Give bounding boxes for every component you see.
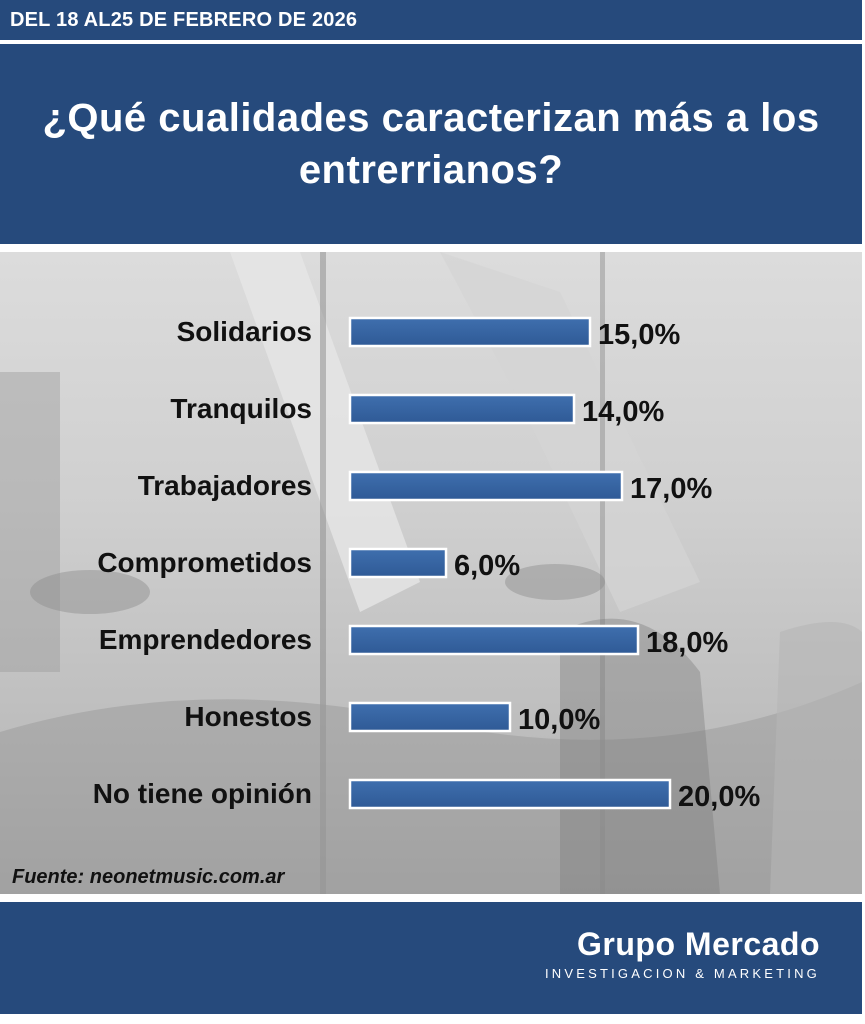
category-label-no-tiene-opinion: No tiene opinión xyxy=(93,778,312,809)
chart-area: Solidarios 15,0% Tranquilos 14,0% Trabajador… xyxy=(0,252,862,894)
value-label-trabajadores: 17,0% xyxy=(630,473,712,505)
bar-no-tiene-opinion xyxy=(348,778,672,810)
value-label-solidarios: 15,0% xyxy=(598,319,680,351)
source-note: Fuente: neonetmusic.com.ar xyxy=(12,866,285,888)
bar-emprendedores xyxy=(348,624,640,656)
bar-chart: Solidarios 15,0% Tranquilos 14,0% Trabajador… xyxy=(93,316,761,813)
title-banner: ¿Qué cualidades caracterizan más a los e… xyxy=(0,44,862,244)
value-label-comprometidos: 6,0% xyxy=(454,550,520,582)
category-label-comprometidos: Comprometidos xyxy=(97,547,312,578)
category-label-solidarios: Solidarios xyxy=(177,316,312,347)
bar-tranquilos xyxy=(348,393,576,425)
brand-logo-tagline: INVESTIGACION & MARKETING xyxy=(544,966,820,981)
chart-title: ¿Qué cualidades caracterizan más a los e… xyxy=(42,96,820,192)
brand-logo-name: Grupo Mercado xyxy=(577,926,820,962)
bar-trabajadores xyxy=(348,470,624,502)
bar-solidarios xyxy=(348,316,592,348)
date-range-banner: DEL 18 AL25 DE FEBRERO DE 2026 xyxy=(0,0,862,40)
bar-comprometidos xyxy=(348,547,448,579)
footer-banner: Grupo Mercado INVESTIGACION & MARKETING xyxy=(0,902,862,1014)
category-label-honestos: Honestos xyxy=(184,701,312,732)
value-label-tranquilos: 14,0% xyxy=(582,396,664,428)
bar-honestos xyxy=(348,701,512,733)
value-label-no-tiene-opinion: 20,0% xyxy=(678,781,760,813)
value-label-honestos: 10,0% xyxy=(518,704,600,736)
date-range-text: DEL 18 AL25 DE FEBRERO DE 2026 xyxy=(10,9,358,31)
value-label-emprendedores: 18,0% xyxy=(646,627,728,659)
category-label-tranquilos: Tranquilos xyxy=(170,393,312,424)
category-label-emprendedores: Emprendedores xyxy=(99,624,312,655)
category-label-trabajadores: Trabajadores xyxy=(138,470,312,501)
